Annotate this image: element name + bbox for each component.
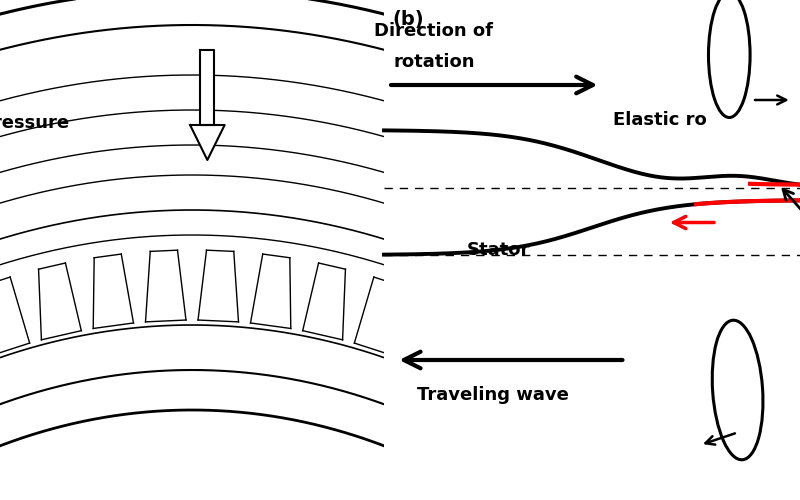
Polygon shape xyxy=(190,125,225,160)
Text: Stator: Stator xyxy=(467,241,530,259)
Polygon shape xyxy=(201,50,214,125)
Text: pressure: pressure xyxy=(0,114,70,132)
Text: Traveling wave: Traveling wave xyxy=(418,386,569,404)
Text: (b): (b) xyxy=(392,10,424,29)
Text: Elastic ro: Elastic ro xyxy=(613,111,706,129)
Text: Direction of: Direction of xyxy=(374,22,494,40)
Text: rotation: rotation xyxy=(393,52,474,70)
